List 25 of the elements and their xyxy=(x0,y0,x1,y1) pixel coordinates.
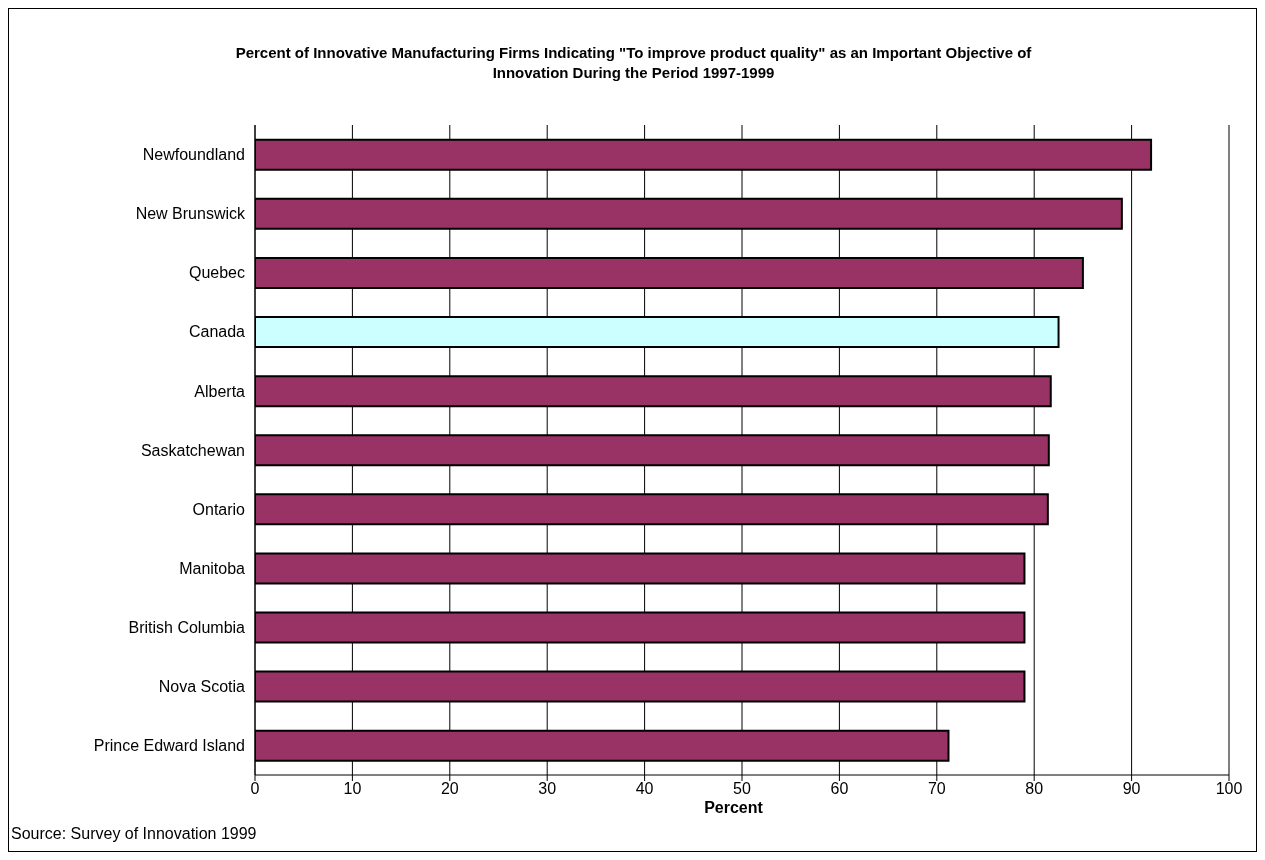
y-tick-label: Quebec xyxy=(188,264,245,282)
x-tick-label: 60 xyxy=(830,780,849,798)
y-tick-label: Newfoundland xyxy=(142,146,245,164)
chart-title: Percent of Innovative Manufacturing Firms Indicating "To improve product quality" as an Important Objective of Innovation During the Period 1997-1999 xyxy=(234,43,1033,83)
x-tick-label: 50 xyxy=(733,780,751,798)
x-axis-title: Percent xyxy=(704,799,763,816)
x-tick-label: 70 xyxy=(927,780,946,798)
y-tick-label: Nova Scotia xyxy=(158,678,246,696)
x-tick-label: 90 xyxy=(1122,780,1141,798)
x-tick-label: 40 xyxy=(635,780,654,798)
y-tick-label: Prince Edward Island xyxy=(93,737,245,755)
x-tick-label: 80 xyxy=(1025,780,1044,798)
y-tick-label: British Columbia xyxy=(128,618,246,636)
y-tick-label: Manitoba xyxy=(179,559,246,577)
x-tick-label: 10 xyxy=(343,780,362,798)
y-tick-label: Ontario xyxy=(192,500,246,518)
x-tick-label: 20 xyxy=(440,780,459,798)
y-tick-label: Canada xyxy=(188,323,246,341)
source-note: Source: Survey of Innovation 1999 xyxy=(11,825,257,843)
x-tick-label: 0 xyxy=(250,780,260,798)
y-tick-label: New Brunswick xyxy=(135,205,246,223)
x-tick-label: 30 xyxy=(538,780,557,798)
x-tick-label: 100 xyxy=(1215,780,1243,798)
y-tick-label: Saskatchewan xyxy=(140,441,245,459)
y-tick-label: Alberta xyxy=(194,382,246,400)
